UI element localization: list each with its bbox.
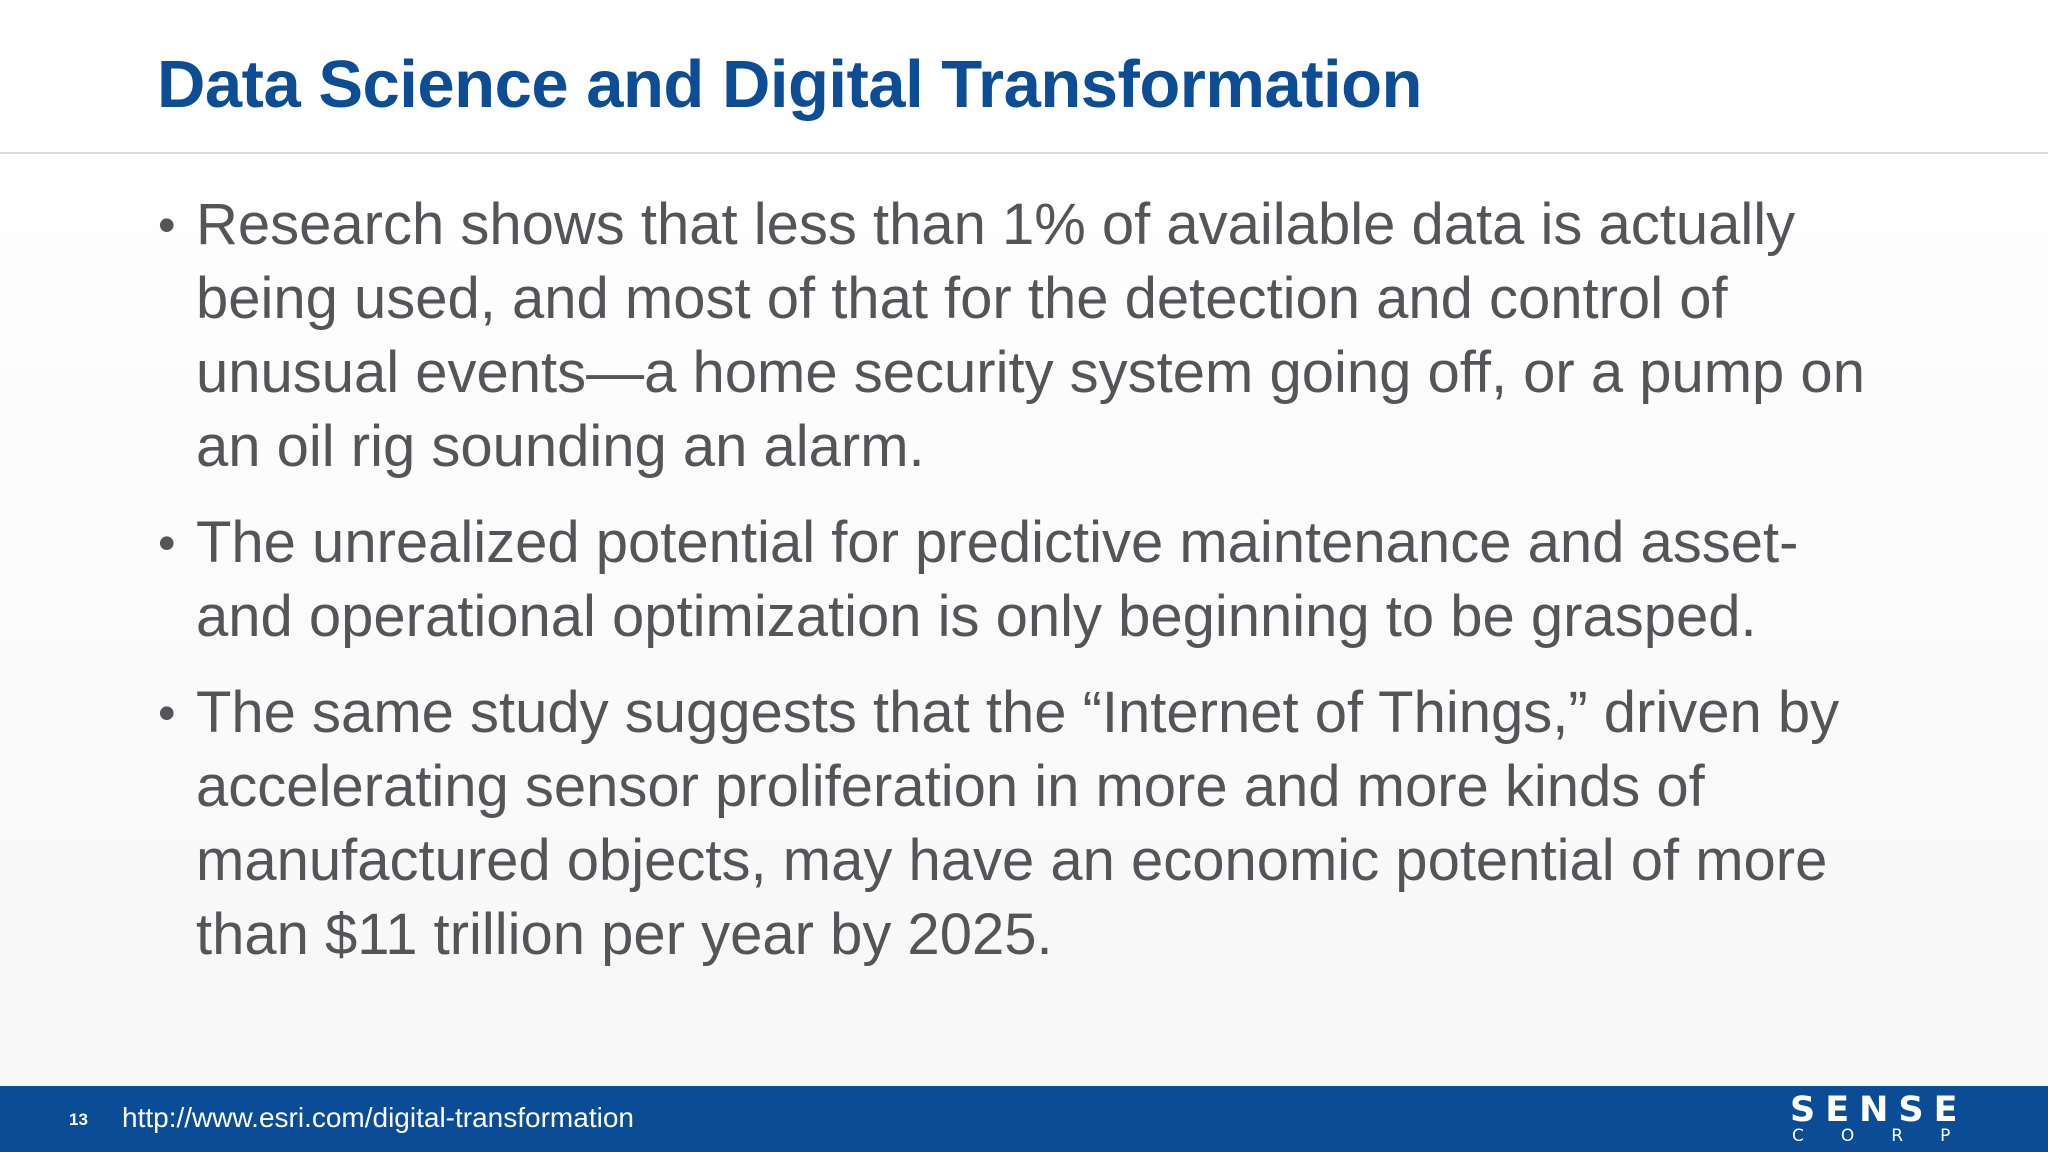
footer-bar: 13 http://www.esri.com/digital-transform…: [0, 1086, 2048, 1152]
bullet-item: • The unrealized potential for predictiv…: [150, 506, 1910, 654]
source-link[interactable]: http://www.esri.com/digital-transformati…: [122, 1102, 634, 1133]
bullet-marker: •: [158, 685, 176, 741]
bullet-text: The unrealized potential for predictive …: [196, 510, 1799, 649]
logo-wordmark-top: SENSE: [1790, 1090, 1968, 1130]
bullet-list: • Research shows that less than 1% of av…: [150, 188, 1910, 994]
page-number: 13: [69, 1110, 88, 1129]
bullet-text: Research shows that less than 1% of avai…: [196, 192, 1865, 479]
sense-corp-logo: SENSE CORP: [1790, 1092, 2005, 1148]
title-divider: [0, 152, 2048, 154]
slide-title: Data Science and Digital Transformation: [157, 47, 1422, 122]
bullet-item: • The same study suggests that the “Inte…: [150, 676, 1910, 972]
bullet-marker: •: [158, 197, 176, 253]
logo-wordmark-bottom: CORP: [1792, 1126, 1988, 1146]
bullet-marker: •: [158, 515, 176, 571]
bullet-item: • Research shows that less than 1% of av…: [150, 188, 1910, 484]
bullet-text: The same study suggests that the “Intern…: [196, 680, 1840, 967]
